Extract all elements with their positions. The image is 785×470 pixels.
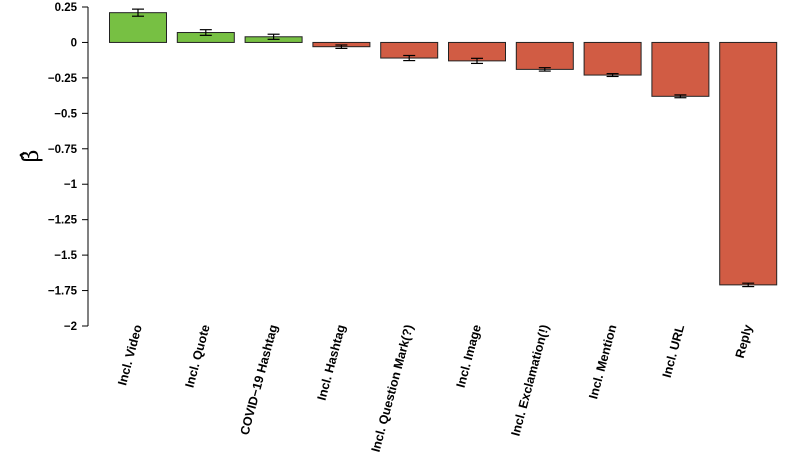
y-tick-label: 0 [71,37,77,49]
category-label-5: Incl. Image [454,323,484,389]
y-tick-label: −1.5 [54,250,77,262]
category-label-3: Incl. Hashtag [315,323,349,402]
y-tick-label: −0.5 [54,108,77,120]
category-label-2: COVID−19 Hashtag [238,323,281,436]
y-tick-label: −1 [64,179,78,191]
category-label-0: Incl. Video [115,323,145,387]
bar-6 [515,41,574,70]
y-axis: 0.25 0 −0.25 −0.5 −0.75 −1 −1.25 −1.5 −1.75 −2 [48,2,89,333]
y-tick-label: −2 [64,321,77,333]
category-label-8: Incl. URL [660,323,688,379]
y-tick-label: −1.25 [48,215,78,227]
y-tick-label: −1.75 [48,286,78,298]
category-label-7: Incl. Mention [586,323,619,400]
category-label-6: Incl. Exclamation(!) [509,323,552,437]
bar-0 [109,12,167,43]
bars [109,12,778,286]
bar-7 [583,41,642,76]
y-tick-label: −0.25 [48,73,78,85]
y-tick-label: 0.25 [55,2,78,14]
error-bars [132,8,755,288]
bar-9 [719,41,778,286]
y-axis-label: β̂ [19,150,44,163]
category-label-9: Reply [733,323,755,360]
x-axis-labels: Incl. Video Incl. Quote COVID−19 Hashtag In… [115,323,755,454]
category-label-4: Incl. Question Mark(?) [369,323,416,453]
category-label-1: Incl. Quote [182,323,212,389]
bar-8 [651,41,710,97]
y-tick-label: −0.75 [48,144,78,156]
